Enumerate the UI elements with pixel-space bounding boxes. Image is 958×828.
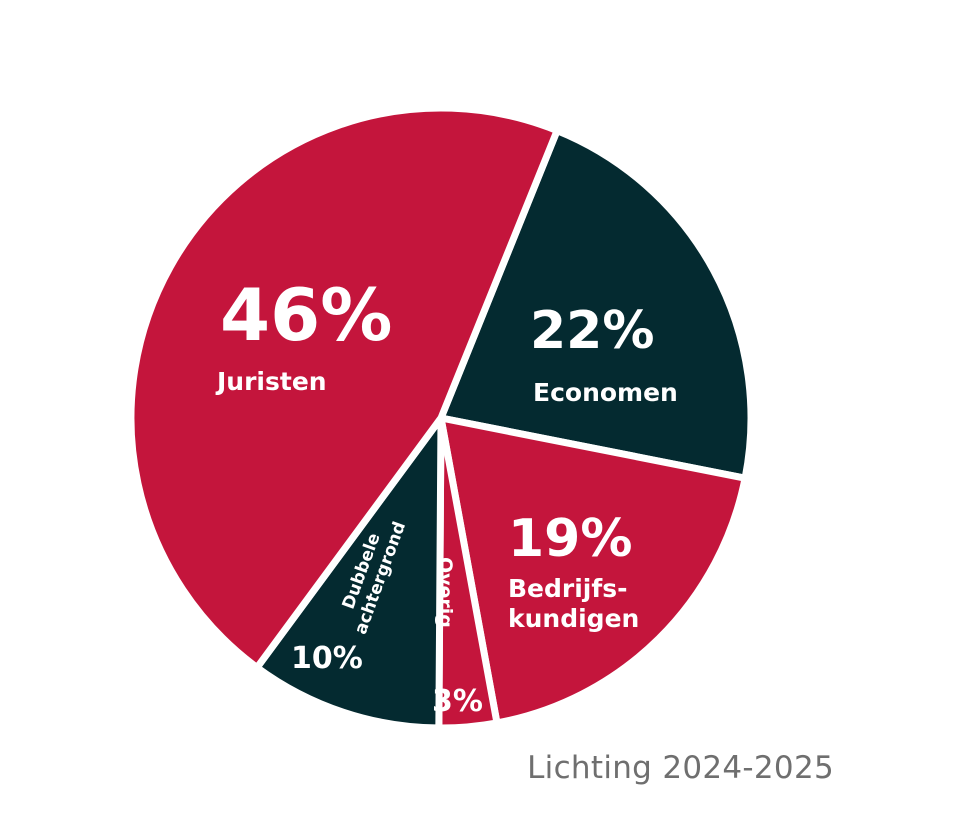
slice-label-bedrijfskundigen: 19% Bedrijfs- kundigen — [508, 509, 639, 633]
pie-slices — [127, 104, 755, 732]
slice-name-economen: Economen — [533, 378, 678, 407]
slice-name-overig: Overig — [434, 557, 456, 628]
slice-percent-bedrijfskundigen: 19% — [508, 509, 632, 569]
pie-slice-dubbele-achtergrond — [253, 414, 445, 732]
pie-slice-bedrijfskundigen — [437, 414, 749, 727]
pie-slice-economen — [437, 127, 755, 482]
chart-caption: Lichting 2024-2025 — [527, 750, 834, 786]
slice-name-juristen: Juristen — [215, 367, 327, 396]
slice-percent-overig: 3% — [432, 684, 483, 719]
slice-label-overig: 3% Overig — [432, 557, 483, 719]
slice-label-juristen: 46% Juristen — [215, 273, 392, 396]
slice-name-bedrijfskundigen-1: Bedrijfs- — [508, 574, 628, 603]
slice-label-economen: 22% Economen — [530, 301, 678, 407]
slice-percent-juristen: 46% — [220, 273, 392, 357]
slice-percent-economen: 22% — [530, 301, 654, 361]
slice-name-bedrijfskundigen-2: kundigen — [508, 604, 639, 633]
pie-slice-juristen — [127, 104, 561, 672]
slice-percent-dubbele-achtergrond: 10% — [291, 641, 363, 676]
